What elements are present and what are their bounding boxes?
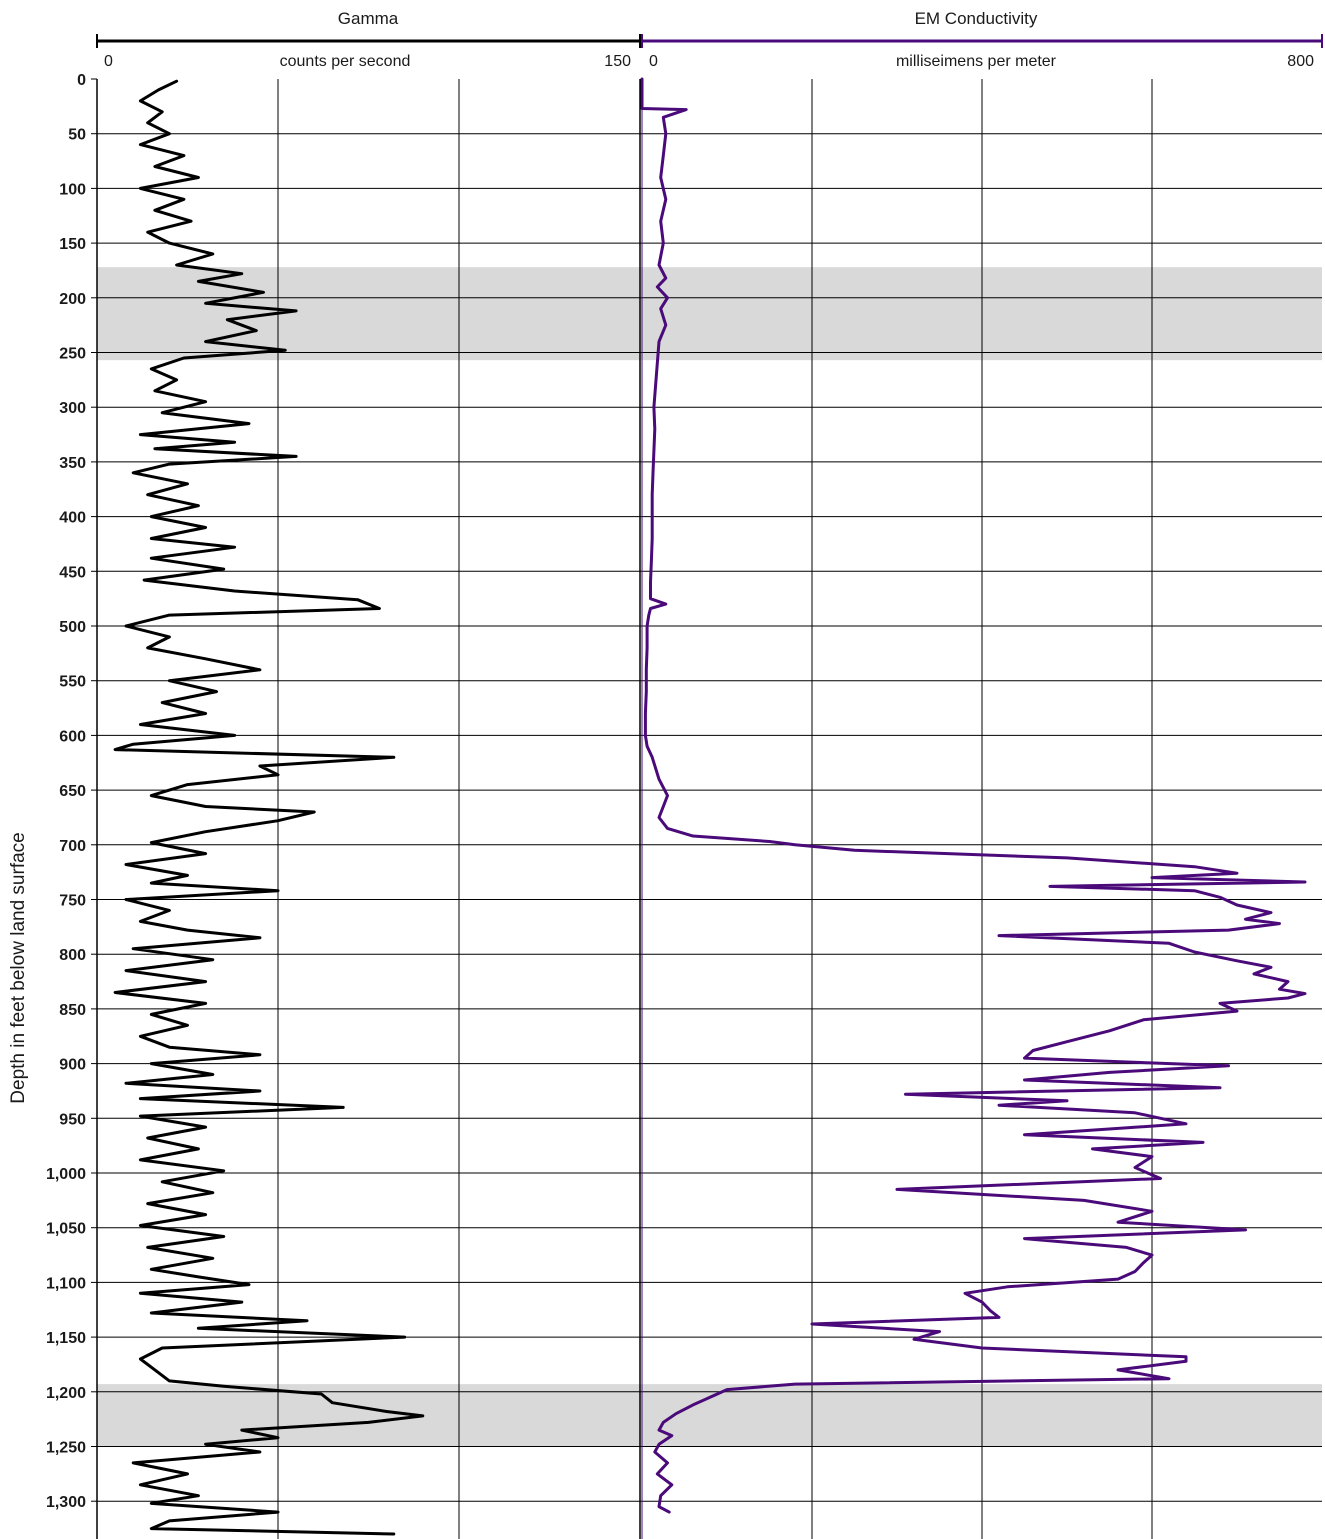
shaded-interval-2 [97,1384,1322,1447]
gamma-scale-min-label: 0 [104,53,113,70]
depth-tick-label: 800 [59,947,86,964]
em-conductivity-curve [640,77,1307,1514]
log-curves [113,77,1307,1536]
grid [97,79,1322,1539]
depth-tick-label: 950 [59,1111,86,1128]
depth-tick-label: 150 [59,236,86,253]
depth-tick-label: 200 [59,291,86,308]
depth-tick-label: 50 [68,127,86,144]
depth-tick-label: 600 [59,728,86,745]
em-track-header: EM Conductivity 0 milliseimens per meter… [641,9,1323,70]
depth-tick-label: 1,000 [46,1166,86,1183]
track-frames [96,79,643,1539]
depth-axis-ticks: 0 50 100 150 200 250 300 350 400 450 500 550 600 650 7… [46,72,97,1511]
depth-tick-label: 850 [59,1002,86,1019]
depth-tick-label: 650 [59,783,86,800]
depth-tick-label: 400 [59,510,86,527]
depth-tick-label: 100 [59,181,86,198]
em-scale-max-label: 800 [1287,53,1314,70]
gamma-track-header: Gamma 0 counts per second 150 [96,9,641,70]
depth-tick-label: 750 [59,893,86,910]
em-units-label: milliseimens per meter [896,53,1057,70]
gamma-track-title: Gamma [338,9,399,28]
em-track-title: EM Conductivity [915,9,1038,28]
depth-tick-label: 900 [59,1057,86,1074]
em-scale-min-label: 0 [649,53,658,70]
depth-tick-label: 350 [59,455,86,472]
depth-tick-label: 1,300 [46,1494,86,1511]
depth-tick-label: 250 [59,346,86,363]
depth-tick-label: 500 [59,619,86,636]
gamma-curve [113,79,425,1536]
depth-tick-label: 1,250 [46,1440,86,1457]
depth-axis-label: Depth in feet below land surface [8,832,29,1103]
depth-tick-label: 1,150 [46,1330,86,1347]
depth-tick-label: 1,050 [46,1221,86,1238]
depth-tick-label: 1,100 [46,1275,86,1292]
depth-tick-label: 700 [59,838,86,855]
depth-tick-label: 550 [59,674,86,691]
depth-tick-label: 0 [77,72,86,89]
depth-tick-label: 1,200 [46,1385,86,1402]
shaded-interval-1 [97,267,1322,361]
depth-tick-label: 450 [59,564,86,581]
gamma-units-label: counts per second [280,53,411,70]
depth-tick-label: 300 [59,400,86,417]
gamma-scale-max-label: 150 [604,53,631,70]
shaded-intervals [97,267,1322,1447]
